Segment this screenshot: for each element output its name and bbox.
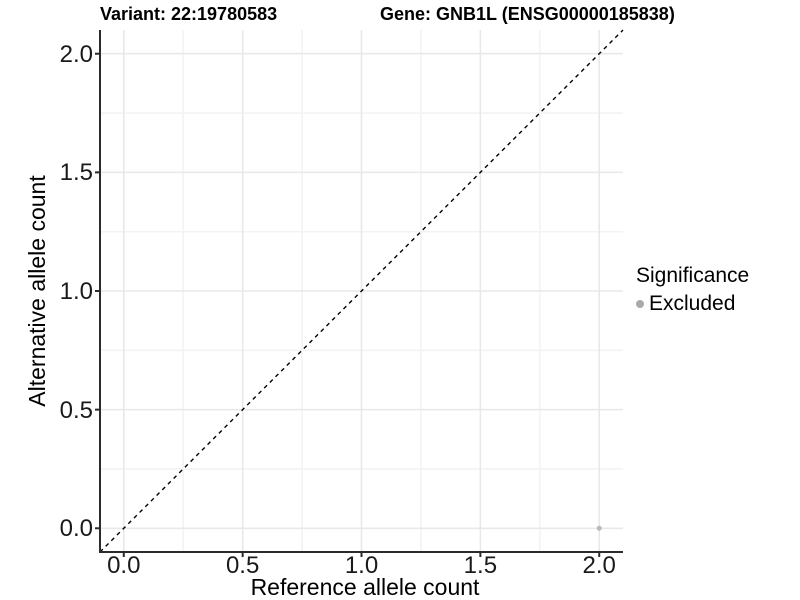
legend-entry-excluded: Excluded — [636, 291, 749, 316]
legend-entry-label: Excluded — [649, 292, 736, 316]
identity-dashed-line — [99, 29, 624, 553]
variant-title: Variant: 22:19780583 — [100, 4, 278, 24]
x-tick-label-0.5: 0.5 — [225, 552, 260, 579]
y-tick-label-2.0: 2.0 — [59, 40, 93, 68]
y-tick-label-0.0: 0.0 — [59, 515, 93, 543]
y-tick-label-1.5: 1.5 — [59, 159, 93, 187]
x-tick-label-0.0: 0.0 — [107, 552, 141, 579]
y-axis-title: Alternative allele count — [24, 175, 50, 407]
x-tick-label-1.5: 1.5 — [463, 552, 498, 579]
x-tick-label-1.0: 1.0 — [344, 552, 379, 579]
x-tick-label-2.0: 2.0 — [582, 552, 616, 579]
legend: Significance Excluded — [636, 263, 749, 316]
y-tick-label-0.5: 0.5 — [59, 396, 93, 424]
gene-title: Gene: GNB1L (ENSG00000185838) — [380, 4, 675, 24]
data-point-excluded — [596, 525, 602, 531]
x-axis-title: Reference allele count — [250, 574, 480, 600]
legend-title: Significance — [636, 264, 750, 287]
y-tick-label-1.0: 1.0 — [59, 278, 93, 305]
legend-point-icon — [636, 299, 644, 308]
